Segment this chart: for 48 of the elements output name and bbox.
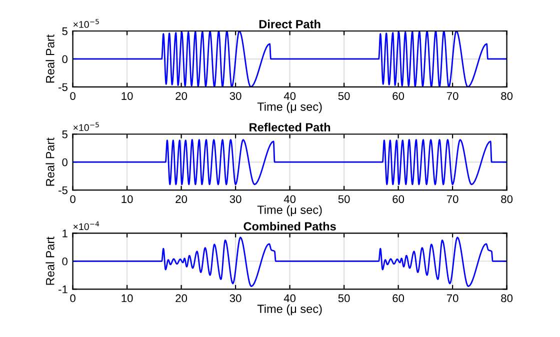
x-tick-label: 70 [446,92,458,100]
x-tick-label: 0 [70,195,76,204]
y-tick-label: -1 [58,286,68,294]
x-tick-label: 10 [122,294,133,302]
x-tick-label: 30 [230,294,242,302]
y-tick-label: 5 [62,27,68,36]
y-axis-title: Real Part [46,236,54,285]
x-tick-label: 30 [230,92,242,100]
y-axis-title: Real Part [46,138,54,186]
text: ×10$^{−5}$ [73,19,99,28]
x-axis-title: Time (μ sec) [257,205,322,216]
x-tick-label: 70 [446,294,458,302]
x-tick-label: 30 [230,195,242,204]
chart-title: Reflected Path [250,122,330,132]
x-tick-label: 50 [338,294,350,302]
y-tick-label: 5 [62,130,68,138]
x-tick-label: 0 [70,92,76,100]
x-tick-label: 60 [392,294,404,302]
x-tick-label: 40 [284,195,296,204]
y-tick-label: -5 [58,186,68,194]
x-tick-label: 60 [392,92,404,100]
x-tick-label: 50 [338,195,350,204]
x-tick-label: 10 [122,92,133,100]
x-tick-label: 60 [392,195,404,204]
y-tick-label: 0 [62,55,68,64]
x-tick-label: 20 [176,92,188,100]
x-axis-title: Time (μ sec) [257,304,322,316]
y-tick-label: 1 [62,230,68,238]
x-tick-label: 40 [284,294,296,302]
y-axis-title: Real Part [46,34,54,83]
chart-title: Direct Path [259,20,320,28]
x-tick-label: 10 [122,195,133,204]
x-tick-label: 80 [501,92,513,100]
x-tick-label: 20 [176,294,188,302]
y-tick-label: -5 [58,83,68,92]
x-tick-label: 50 [338,92,350,100]
text: ×10$^{−5}$ [73,122,99,132]
x-tick-label: 80 [501,195,513,204]
y-tick-label: 0 [62,257,68,266]
x-axis-title: Time (μ sec) [257,102,322,114]
x-tick-label: 40 [284,92,296,100]
chart-title: Combined Paths [244,222,336,231]
text: ×10$^{−4}$ [73,221,100,230]
x-tick-label: 80 [501,294,513,302]
x-tick-label: 70 [446,195,458,204]
x-tick-label: 20 [176,195,188,204]
y-tick-label: 0 [62,158,68,166]
x-tick-label: 0 [70,294,76,302]
